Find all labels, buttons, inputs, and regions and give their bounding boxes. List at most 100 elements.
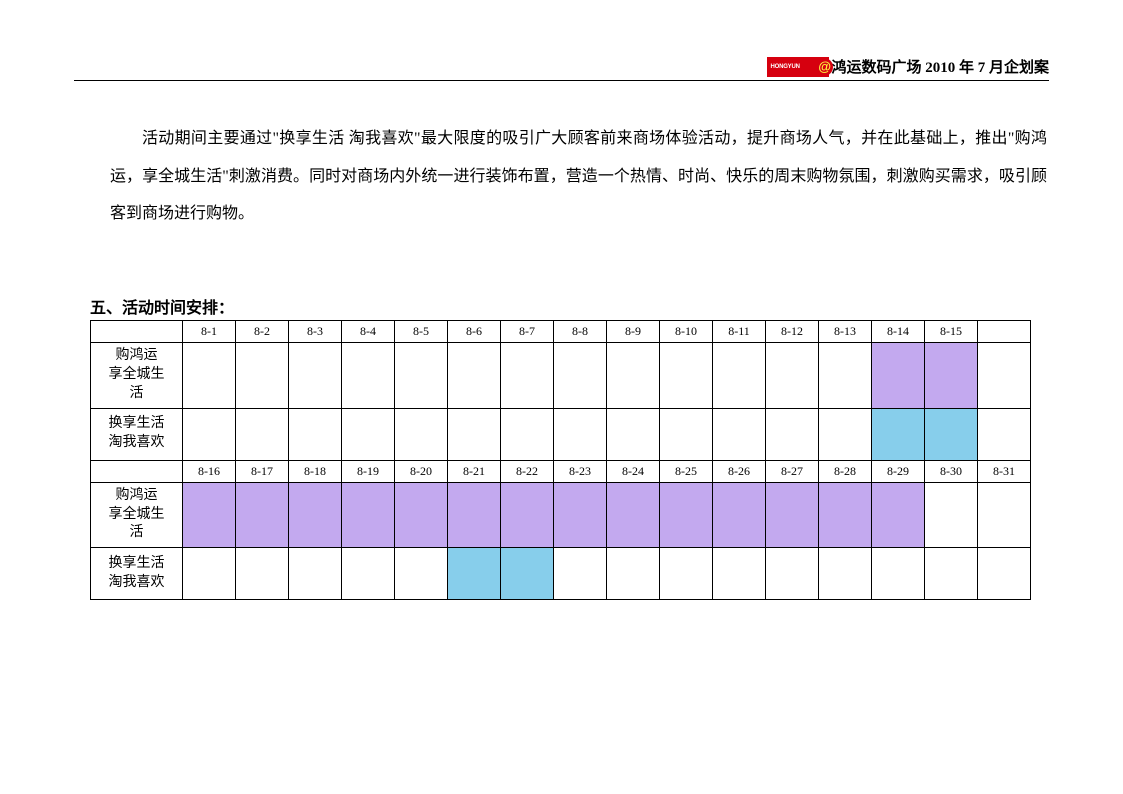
schedule-cell	[289, 343, 342, 409]
date-header: 8-1	[183, 321, 236, 343]
logo-at-icon: @	[815, 58, 833, 76]
schedule-cell	[607, 548, 660, 600]
schedule-cell	[819, 548, 872, 600]
date-header: 8-13	[819, 321, 872, 343]
date-header: 8-23	[554, 460, 607, 482]
schedule-cell	[660, 343, 713, 409]
schedule-cell	[713, 548, 766, 600]
schedule-cell	[607, 343, 660, 409]
date-header: 8-8	[554, 321, 607, 343]
header-title: 鸿运数码广场 2010 年 7 月企划案	[831, 56, 1049, 77]
schedule-cell	[554, 548, 607, 600]
schedule-row-a1: 购鸿运享全城生活	[91, 343, 1031, 409]
schedule-cell	[236, 482, 289, 548]
schedule-cell	[766, 343, 819, 409]
schedule-cell	[713, 482, 766, 548]
row-label: 购鸿运享全城生活	[91, 343, 183, 409]
schedule-cell	[554, 408, 607, 460]
date-header: 8-24	[607, 460, 660, 482]
schedule-cell	[872, 482, 925, 548]
date-header: 8-26	[713, 460, 766, 482]
schedule-cell	[925, 482, 978, 548]
schedule-cell	[236, 548, 289, 600]
date-header: 8-17	[236, 460, 289, 482]
schedule-cell	[183, 548, 236, 600]
schedule-cell	[501, 482, 554, 548]
schedule-cell	[607, 408, 660, 460]
schedule-row-a2: 购鸿运享全城生活	[91, 482, 1031, 548]
section-title: 五、活动时间安排：	[90, 294, 234, 318]
schedule-cell	[978, 408, 1031, 460]
schedule-cell	[766, 482, 819, 548]
date-header: 8-10	[660, 321, 713, 343]
schedule-cell	[872, 548, 925, 600]
schedule-cell	[978, 548, 1031, 600]
schedule-cell	[289, 408, 342, 460]
schedule-cell	[978, 482, 1031, 548]
schedule-cell	[819, 482, 872, 548]
date-header: 8-3	[289, 321, 342, 343]
header-divider	[74, 80, 1049, 81]
schedule-table: 8-1 8-2 8-3 8-4 8-5 8-6 8-7 8-8 8-9 8-10…	[90, 320, 1031, 600]
schedule-cell	[872, 408, 925, 460]
date-header: 8-2	[236, 321, 289, 343]
schedule-cell	[660, 548, 713, 600]
date-header: 8-28	[819, 460, 872, 482]
date-header: 8-5	[395, 321, 448, 343]
schedule-cell	[554, 343, 607, 409]
date-header: 8-15	[925, 321, 978, 343]
schedule-cell	[448, 482, 501, 548]
logo-text: HONGYUN	[770, 64, 799, 70]
schedule-cell	[448, 408, 501, 460]
schedule-cell	[872, 343, 925, 409]
schedule-cell	[501, 408, 554, 460]
schedule-cell	[395, 548, 448, 600]
date-header: 8-16	[183, 460, 236, 482]
schedule-cell	[925, 408, 978, 460]
date-header: 8-7	[501, 321, 554, 343]
schedule-cell	[978, 343, 1031, 409]
schedule-cell	[713, 343, 766, 409]
header-blank	[91, 321, 183, 343]
schedule-cell	[342, 408, 395, 460]
schedule-cell	[395, 343, 448, 409]
schedule-row-b2: 换享生活淘我喜欢	[91, 548, 1031, 600]
schedule-cell	[766, 548, 819, 600]
schedule-cell	[925, 548, 978, 600]
schedule-cell	[289, 548, 342, 600]
schedule-cell	[236, 343, 289, 409]
row-label: 换享生活淘我喜欢	[91, 548, 183, 600]
schedule-header-row-2: 8-16 8-17 8-18 8-19 8-20 8-21 8-22 8-23 …	[91, 460, 1031, 482]
schedule-cell	[819, 343, 872, 409]
schedule-cell	[183, 482, 236, 548]
schedule-cell	[342, 548, 395, 600]
schedule-cell	[395, 482, 448, 548]
date-header: 8-4	[342, 321, 395, 343]
schedule-cell	[448, 548, 501, 600]
date-header: 8-21	[448, 460, 501, 482]
row-label: 购鸿运享全城生活	[91, 482, 183, 548]
date-header	[978, 321, 1031, 343]
date-header: 8-9	[607, 321, 660, 343]
row-label: 换享生活淘我喜欢	[91, 408, 183, 460]
body-paragraph: 活动期间主要通过"换享生活 淘我喜欢"最大限度的吸引广大顾客前来商场体验活动，提…	[110, 120, 1047, 233]
schedule-cell	[395, 408, 448, 460]
date-header: 8-6	[448, 321, 501, 343]
schedule-cell	[501, 548, 554, 600]
header-blank	[91, 460, 183, 482]
schedule-header-row-1: 8-1 8-2 8-3 8-4 8-5 8-6 8-7 8-8 8-9 8-10…	[91, 321, 1031, 343]
logo-badge: HONGYUN @	[767, 57, 829, 77]
date-header: 8-20	[395, 460, 448, 482]
date-header: 8-12	[766, 321, 819, 343]
date-header: 8-27	[766, 460, 819, 482]
schedule-cell	[660, 408, 713, 460]
date-header: 8-25	[660, 460, 713, 482]
schedule-cell	[607, 482, 660, 548]
date-header: 8-14	[872, 321, 925, 343]
date-header: 8-31	[978, 460, 1031, 482]
page-header: HONGYUN @ 鸿运数码广场 2010 年 7 月企划案	[767, 56, 1049, 77]
schedule-cell	[448, 343, 501, 409]
date-header: 8-11	[713, 321, 766, 343]
schedule-cell	[183, 408, 236, 460]
schedule-cell	[766, 408, 819, 460]
